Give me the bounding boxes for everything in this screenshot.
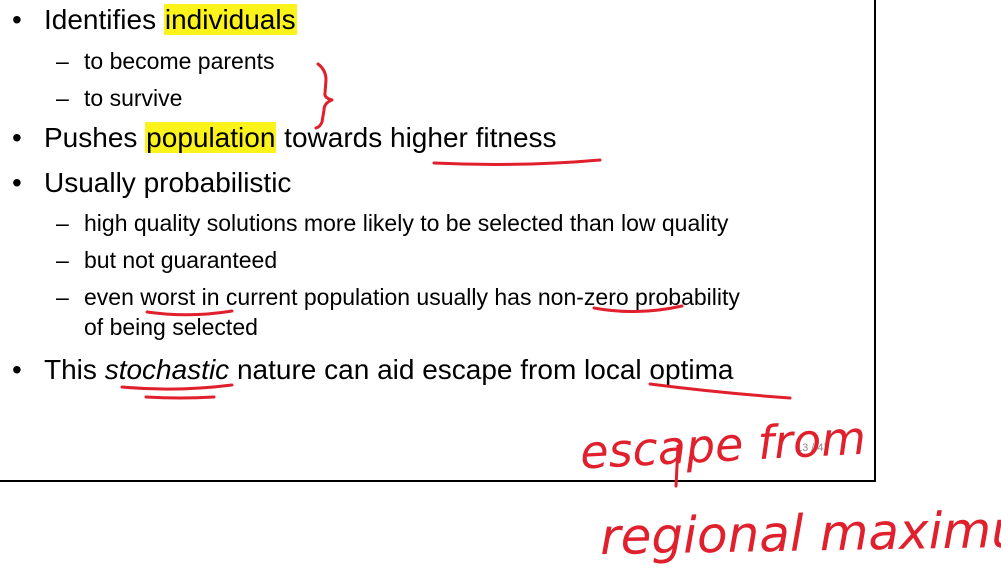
bullet-marker: • — [12, 167, 22, 198]
bullet-4: This stochastic nature can aid escape fr… — [44, 354, 733, 386]
bullet-2: Pushes population towards higher fitness — [44, 122, 557, 154]
bullet-4-suffix: nature can aid escape from local optima — [229, 354, 734, 385]
sub-bullet-1-1: to become parents — [84, 48, 275, 74]
bullet-marker: • — [12, 122, 22, 153]
bullet-4-prefix: This — [44, 354, 105, 385]
dash-marker: – — [56, 85, 69, 111]
bullet-marker: • — [12, 354, 22, 385]
bullet-3: Usually probabilistic — [44, 167, 292, 198]
sub-bullet-3-1: high quality solutions more likely to be… — [84, 210, 729, 236]
sub-bullet-1-2: to survive — [84, 85, 183, 111]
dash-marker: – — [56, 48, 69, 74]
bullet-2-prefix: Pushes — [44, 122, 146, 153]
handwritten-note-2: regional maximum — [599, 499, 1001, 567]
sub-bullet-3-2: but not guaranteed — [84, 247, 278, 273]
bullet-2-suffix: towards higher fitness — [276, 122, 557, 153]
bullet-1: Identifies individuals — [44, 4, 297, 36]
dash-marker: – — [56, 210, 69, 236]
slide-frame — [0, 0, 876, 482]
bullet-2-highlight: population — [145, 122, 277, 153]
bullet-4-italic: stochastic — [104, 354, 230, 385]
slide-number: 13 / 47 — [796, 442, 830, 454]
bullet-1-prefix: Identifies — [44, 4, 164, 35]
bullet-marker: • — [12, 4, 22, 35]
bullet-1-highlight: individuals — [163, 4, 297, 35]
dash-marker: – — [56, 247, 69, 273]
dash-marker: – — [56, 284, 69, 310]
sub-bullet-3-3-cont: of being selected — [84, 314, 258, 340]
sub-bullet-3-3: even worst in current population usually… — [84, 284, 740, 310]
